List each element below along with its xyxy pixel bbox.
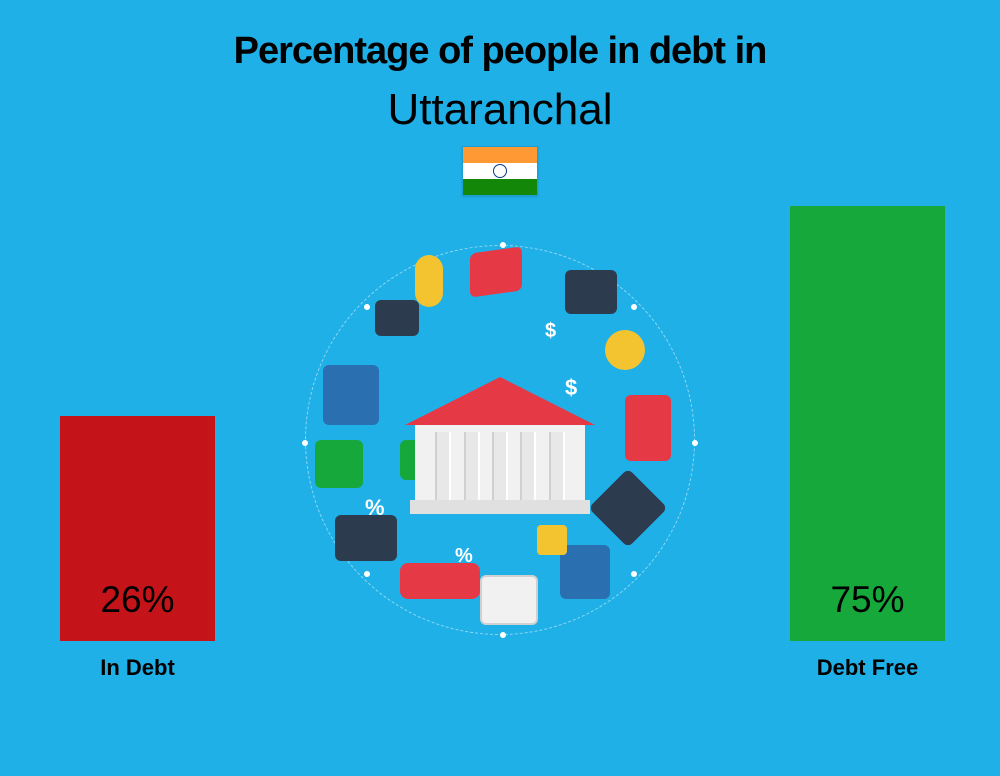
ashoka-chakra-icon	[493, 164, 507, 178]
bank-column	[520, 432, 536, 500]
calculator-icon	[560, 545, 610, 599]
wallet-icon	[375, 300, 419, 336]
orbit-dot	[631, 571, 637, 577]
percent-icon: %	[455, 545, 473, 568]
clipboard-icon	[480, 575, 538, 625]
bank-base	[410, 500, 590, 514]
bar-debt-free: 75% Debt Free	[790, 206, 945, 681]
bank-column	[464, 432, 480, 500]
orbit-dot	[302, 440, 308, 446]
orbit-dot	[364, 571, 370, 577]
briefcase-icon	[335, 515, 397, 561]
coins-icon	[605, 330, 645, 370]
orbit-dot	[631, 304, 637, 310]
title-line-1: Percentage of people in debt in	[0, 30, 1000, 73]
bar-in-debt-label: In Debt	[100, 655, 175, 681]
caduceus-icon	[415, 255, 443, 307]
orbit-dot	[500, 242, 506, 248]
bank-column	[492, 432, 508, 500]
smartphone-icon	[625, 395, 671, 461]
orbit-dot	[364, 304, 370, 310]
padlock-icon	[537, 525, 567, 555]
bank-column	[549, 432, 565, 500]
flag-stripe-top	[463, 147, 537, 163]
title-line-2: Uttaranchal	[0, 85, 1000, 135]
car-icon	[400, 563, 480, 599]
bar-in-debt-rect: 26%	[60, 416, 215, 641]
bar-debt-free-value: 75%	[830, 579, 904, 621]
dollar-icon: $	[545, 320, 556, 343]
bank-building-icon	[405, 377, 595, 517]
bar-debt-free-label: Debt Free	[817, 655, 918, 681]
orbit-dot	[692, 440, 698, 446]
finance-illustration: % $ % $	[305, 245, 695, 635]
bank-roof	[405, 377, 595, 425]
percent-icon: %	[365, 495, 385, 521]
money-stack-icon	[315, 440, 363, 488]
bar-in-debt-value: 26%	[100, 579, 174, 621]
bar-debt-free-rect: 75%	[790, 206, 945, 641]
safe-icon	[323, 365, 379, 425]
house-icon	[470, 246, 522, 297]
india-flag-icon	[462, 146, 538, 196]
roof-icon	[565, 270, 617, 314]
flag-stripe-bottom	[463, 179, 537, 195]
bank-column	[435, 432, 451, 500]
orbit-dot	[500, 632, 506, 638]
bank-columns	[415, 425, 585, 500]
bar-in-debt: 26% In Debt	[60, 416, 215, 681]
